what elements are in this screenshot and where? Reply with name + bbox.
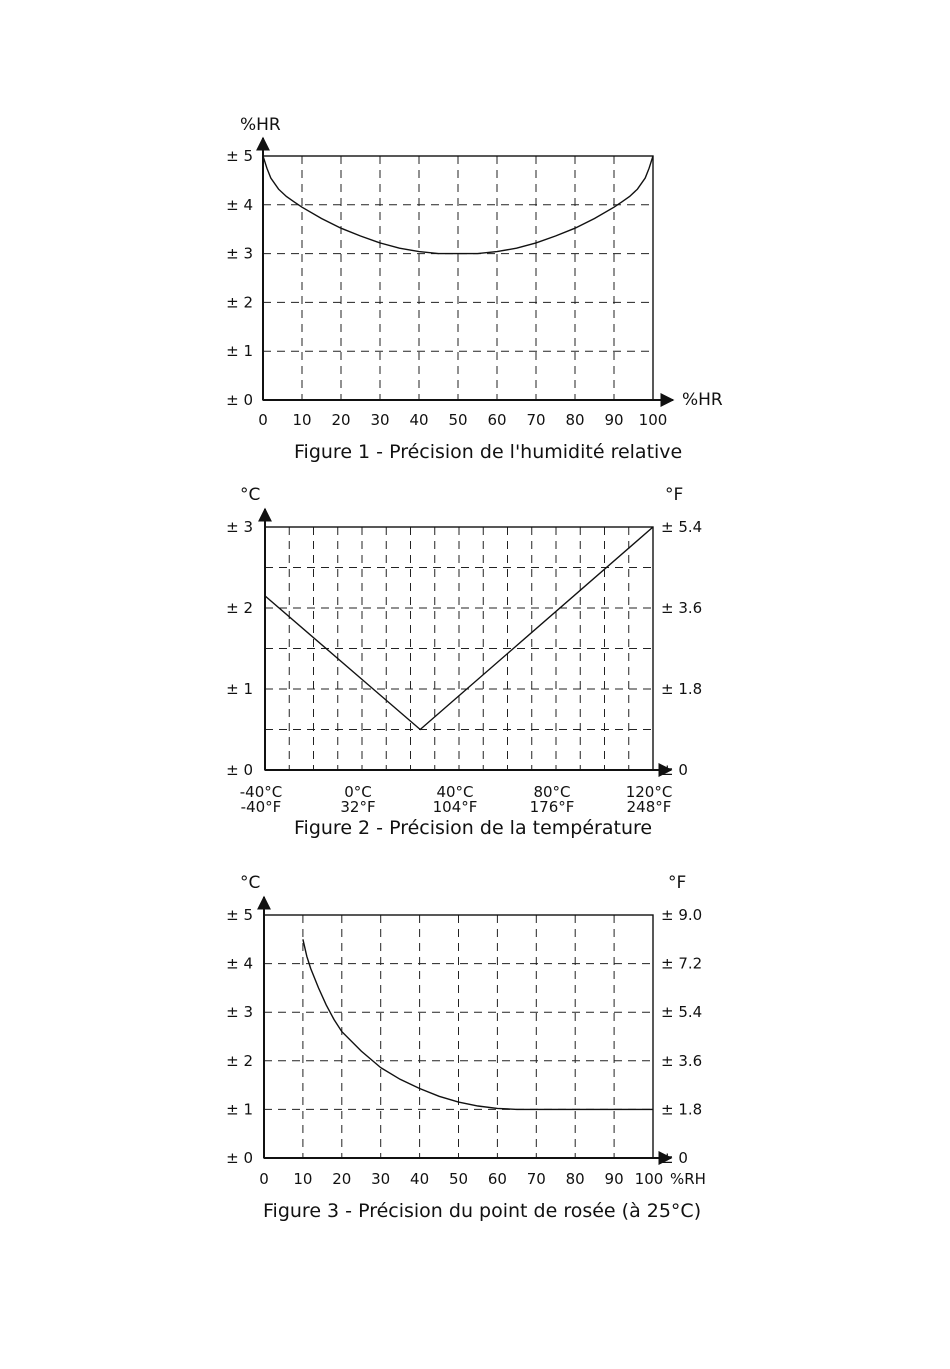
figure-3-x-tick-label: 60 — [488, 1170, 507, 1188]
figure-1-y-tick-label: ± 2 — [226, 293, 253, 311]
figure-3-series-line — [302, 939, 653, 1111]
figure-2-caption: Figure 2 - Précision de la température — [294, 817, 652, 839]
figure-2-x-tick-label-fahrenheit: -40°F — [241, 798, 282, 816]
figure-1-x-tick-label: 50 — [448, 411, 467, 429]
figure-3-y-tick-label-left: ± 2 — [226, 1052, 253, 1070]
figure-3-x-tick-label: 100 — [635, 1170, 664, 1188]
figure-1-x-tick-label: 10 — [292, 411, 311, 429]
figure-1-caption: Figure 1 - Précision de l'humidité relat… — [294, 441, 682, 463]
figure-3-y-tick-label-right: ± 9.0 — [661, 906, 702, 924]
figure-3-x-unit-label: %RH — [670, 1170, 706, 1188]
figure-1-y-tick-label: ± 4 — [226, 196, 253, 214]
figure-3-x-tick-label: 30 — [371, 1170, 390, 1188]
figure-2-x-tick-label-fahrenheit: 248°F — [627, 798, 672, 816]
figure-3-x-tick-label: 90 — [605, 1170, 624, 1188]
figure-3-y-tick-label-left: ± 4 — [226, 955, 253, 973]
figure-3-y-tick-label-right: ± 0 — [661, 1149, 688, 1167]
figure-2-grid — [265, 527, 653, 770]
figure-1-x-tick-label: 80 — [565, 411, 584, 429]
figure-3-x-tick-label: 70 — [527, 1170, 546, 1188]
figure-3-x-tick-label: 0 — [259, 1170, 269, 1188]
figure-3-x-tick-label: 40 — [410, 1170, 429, 1188]
figure-3-y-tick-label-right: ± 7.2 — [661, 955, 702, 973]
figure-2-x-tick-label-celsius: 120°C — [626, 783, 673, 801]
figure-3-y-tick-label-right: ± 3.6 — [661, 1052, 702, 1070]
figure-2-y-tick-label-left: ± 1 — [226, 680, 253, 698]
figure-3-y-tick-label-left: ± 5 — [226, 906, 253, 924]
figure-2-y-tick-label-left: ± 0 — [226, 761, 253, 779]
figure-3-frame — [263, 914, 654, 1159]
figure-2-y-label-right: °F — [665, 485, 683, 505]
figure-3-x-tick-label: 50 — [449, 1170, 468, 1188]
figure-1-x-tick-label: 90 — [604, 411, 623, 429]
figure-1-y-label: %HR — [240, 115, 281, 135]
figure-1-y-tick-label: ± 5 — [226, 147, 253, 165]
figure-2-y-ticks-right: ± 0 ± 1.8 ± 3.6 ± 5.4 — [661, 518, 702, 779]
figure-3-y-tick-label-left: ± 1 — [226, 1100, 253, 1118]
figure-3-y-tick-label-left: ± 0 — [226, 1149, 253, 1167]
figure-2-y-label-left: °C — [240, 485, 260, 505]
figure-1-x-tick-label: 100 — [639, 411, 668, 429]
figure-2-x-tick-label-fahrenheit: 104°F — [433, 798, 478, 816]
figure-2-y-tick-label-left: ± 2 — [226, 599, 253, 617]
figure-1-series-line — [262, 155, 654, 255]
figure-2-x-tick-label-celsius: 80°C — [533, 783, 570, 801]
figure-2-x-tick-label-celsius: -40°C — [240, 783, 282, 801]
figure-2-y-tick-label-left: ± 3 — [226, 518, 253, 536]
figure-2-x-tick-label-celsius: 40°C — [436, 783, 473, 801]
figure-3-grid — [264, 915, 653, 1158]
figure-2-y-tick-label-right: ± 5.4 — [661, 518, 702, 536]
figure-1-x-tick-label: 40 — [409, 411, 428, 429]
figure-2-y-tick-label-right: ± 1.8 — [661, 680, 702, 698]
figure-1-x-tick-label: 0 — [258, 411, 268, 429]
figure-3-y-ticks-left: ± 0 ± 1 ± 2 ± 3 ± 4 ± 5 — [226, 906, 253, 1167]
figure-3-x-ticks: 0 10 20 30 40 50 60 70 80 90 100 — [259, 1170, 663, 1188]
figure-3-x-tick-label: 20 — [332, 1170, 351, 1188]
figure-1-x-tick-label: 30 — [370, 411, 389, 429]
figure-1-x-tick-label: 20 — [331, 411, 350, 429]
figure-1-y-tick-label: ± 3 — [226, 245, 253, 263]
figure-2-x-tick-label-fahrenheit: 32°F — [340, 798, 375, 816]
figure-2-y-ticks-left: ± 0 ± 1 ± 2 ± 3 — [226, 518, 253, 779]
figure-1-frame — [262, 155, 654, 401]
figure-2-x-tick-label-fahrenheit: 176°F — [530, 798, 575, 816]
figure-1-x-tick-label: 70 — [526, 411, 545, 429]
figure-1-x-label: %HR — [682, 390, 723, 410]
figure-1-y-ticks: ± 0 ± 1 ± 2 ± 3 ± 4 ± 5 — [226, 147, 253, 409]
figure-1-x-ticks: 0 10 20 30 40 50 60 70 80 90 100 — [258, 411, 667, 429]
figure-3-y-tick-label-right: ± 5.4 — [661, 1003, 702, 1021]
figure-1-x-tick-label: 60 — [487, 411, 506, 429]
figure-2-y-tick-label-right: ± 0 — [661, 761, 688, 779]
figure-3-y-ticks-right: ± 0 ± 1.8 ± 3.6 ± 5.4 ± 7.2 ± 9.0 — [661, 906, 702, 1167]
figure-3-y-label-right: °F — [668, 873, 686, 893]
figure-1: ± 0 ± 1 ± 2 ± 3 ± 4 ± 5 0 10 20 30 40 50 60 70 80 90 10… — [226, 115, 723, 463]
figure-3: ± 0 ± 1 ± 2 ± 3 ± 4 ± 5 ± 0 ± 1.8 ± 3.6 ± 5.4 ± 7… — [226, 873, 706, 1222]
figure-2: ± 0 ± 1 ± 2 ± 3 ± 0 ± 1.8 ± 3.6 ± 5.4 -40°C-40… — [226, 485, 702, 839]
figure-1-y-tick-label: ± 0 — [226, 391, 253, 409]
figure-3-y-tick-label-right: ± 1.8 — [661, 1100, 702, 1118]
figure-1-grid — [263, 156, 653, 400]
figure-2-x-tick-label-celsius: 0°C — [344, 783, 372, 801]
figure-3-y-label-left: °C — [240, 873, 260, 893]
figure-3-y-tick-label-left: ± 3 — [226, 1003, 253, 1021]
figure-2-y-tick-label-right: ± 3.6 — [661, 599, 702, 617]
figure-3-x-tick-label: 10 — [293, 1170, 312, 1188]
figure-3-caption: Figure 3 - Précision du point de rosée (… — [263, 1200, 701, 1222]
figure-2-series-line — [264, 526, 654, 731]
figure-1-y-tick-label: ± 1 — [226, 342, 253, 360]
figure-3-x-tick-label: 80 — [566, 1170, 585, 1188]
